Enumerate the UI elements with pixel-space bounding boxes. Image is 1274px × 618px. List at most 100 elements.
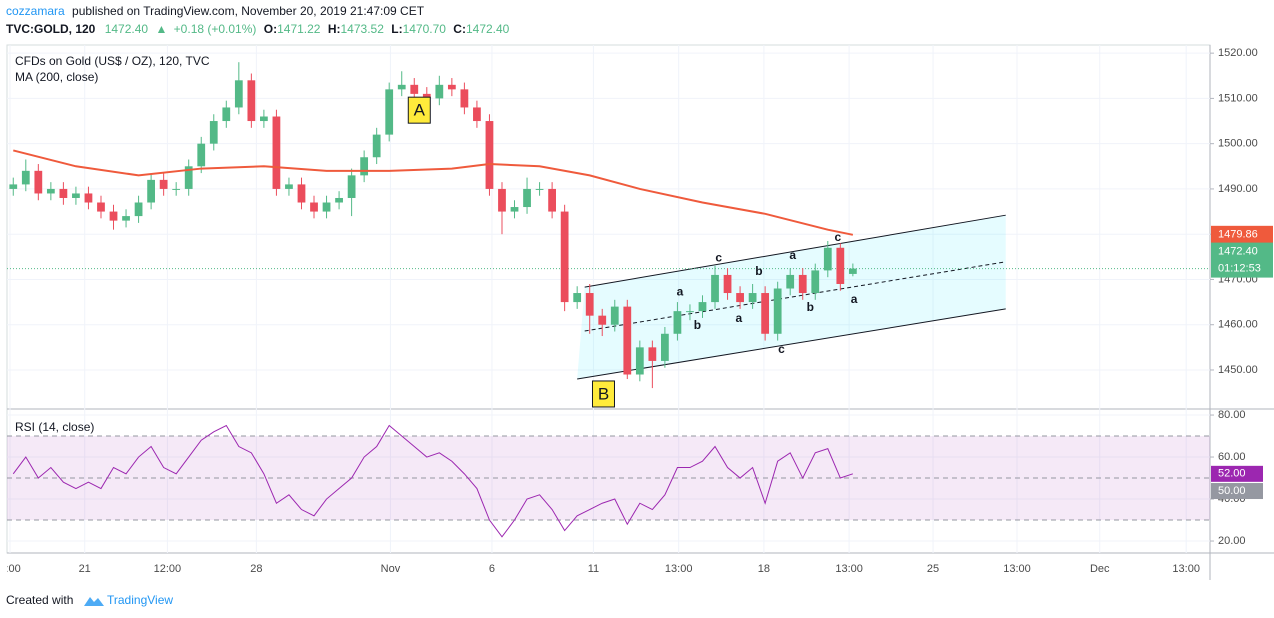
candle-body — [811, 270, 820, 294]
ohlc-label: C: — [453, 22, 466, 36]
y-tick-label: 1510.00 — [1218, 92, 1258, 104]
last: 1472.40 — [105, 22, 149, 36]
candle-body — [711, 274, 719, 303]
candle-body — [673, 311, 682, 334]
change: +0.18 (+0.01%) — [174, 22, 257, 36]
candle-body — [397, 84, 406, 90]
candle-body — [585, 293, 594, 316]
candle-body — [72, 193, 80, 198]
candle-body — [736, 293, 744, 303]
candle-body — [836, 247, 845, 284]
candle-body — [510, 207, 519, 212]
candle-body — [272, 116, 281, 189]
wave-label: c — [778, 342, 785, 356]
candle-body — [848, 268, 857, 274]
candle-body — [686, 311, 694, 313]
ohlc-value: 1470.70 — [403, 22, 447, 36]
publish-line: cozzamara published on TradingView.com, … — [6, 4, 425, 18]
candle-body — [535, 188, 544, 190]
candle-body — [661, 333, 669, 361]
author[interactable]: cozzamara — [6, 4, 65, 18]
symbol-line: TVC:GOLD, 120 1472.40 ▲ +0.18 (+0.01%) O… — [6, 22, 510, 36]
price-pane: a b c a b c a b c a A B — [7, 62, 1210, 408]
rsi-mid-label: 50.00 — [1218, 485, 1246, 497]
candle-body — [260, 116, 268, 122]
candle-body — [473, 107, 481, 122]
ma-last-box — [1211, 225, 1273, 244]
candle-body — [234, 80, 243, 108]
ohlc-value: 1473.52 — [341, 22, 385, 36]
candle-body — [560, 211, 569, 303]
x-tick-label: Dec — [1090, 563, 1110, 575]
rsi-pane — [7, 424, 1210, 538]
footer-brand[interactable]: TradingView — [107, 593, 173, 607]
x-tick-label: 6 — [489, 563, 495, 575]
y-tick-label: 1520.00 — [1218, 47, 1258, 59]
channel-line — [584, 261, 1006, 332]
marker-label: A — [414, 101, 426, 120]
ma-legend: MA (200, close) — [15, 70, 98, 84]
candle-body — [159, 179, 168, 189]
candle-body — [122, 216, 130, 221]
ohlc-value: 1471.22 — [277, 22, 321, 36]
candle-body — [34, 170, 43, 194]
candle-body — [134, 202, 143, 217]
candle-body — [109, 211, 118, 221]
rsi-last-label: 52.00 — [1218, 468, 1246, 480]
candle-body — [347, 175, 356, 198]
candle-body — [297, 184, 306, 203]
rsi-legend: RSI (14, close) — [15, 420, 94, 434]
x-tick-label: 13:00 — [835, 563, 863, 575]
candle-body — [385, 89, 394, 135]
candle-body — [59, 188, 68, 198]
wave-label: a — [677, 284, 684, 298]
candle-body — [410, 84, 419, 94]
grid — [7, 45, 1210, 553]
y-tick-label: 1460.00 — [1218, 319, 1258, 331]
ma-line — [13, 149, 854, 236]
candle-body — [635, 347, 644, 375]
candle-body — [9, 184, 18, 189]
wave-label: b — [755, 264, 762, 278]
channel-line — [584, 214, 1006, 288]
y-tick-label: 80.00 — [1218, 409, 1246, 421]
candle-body — [573, 293, 582, 303]
arrow: ▲ — [155, 22, 167, 36]
candle-body — [84, 193, 93, 203]
rsi-line — [12, 424, 854, 538]
candle-body — [698, 302, 707, 312]
candle-body — [422, 93, 431, 99]
candle-body — [523, 188, 531, 208]
x-tick-label: 13:00 — [1003, 563, 1031, 575]
ohlc-label: O: — [264, 22, 277, 36]
candle-body — [761, 293, 770, 334]
y-tick-label: 20.00 — [1218, 535, 1246, 547]
y-tick-label: 1500.00 — [1218, 138, 1258, 150]
candle-body — [723, 274, 732, 294]
wave-label: a — [789, 248, 796, 262]
y-tick-label: 1450.00 — [1218, 364, 1258, 376]
candle-body — [748, 293, 757, 303]
wave-label: b — [807, 300, 814, 314]
candle-body — [46, 188, 55, 194]
candle-body — [147, 179, 155, 203]
countdown: 01:12:53 — [1218, 262, 1261, 274]
wave-label: c — [715, 250, 722, 264]
candle-body — [222, 107, 231, 122]
pane-title: CFDs on Gold (US$ / OZ), 120, TVC — [15, 54, 210, 68]
wave-label: c — [834, 230, 841, 244]
candle-body — [184, 166, 193, 189]
x-tick-label: 13:00 — [1172, 563, 1200, 575]
candle-body — [648, 347, 657, 361]
x-tick-label: 11 — [588, 563, 599, 575]
ohlc-value: 1472.40 — [466, 22, 510, 36]
x-tick-label: 25 — [927, 563, 939, 575]
candle-body — [798, 274, 807, 294]
channel-line — [577, 308, 1006, 380]
x-tick-label: 12:00 — [154, 563, 182, 575]
candle-body — [447, 84, 456, 90]
candle-body — [786, 274, 795, 289]
x-tick-label: 13:00 — [665, 563, 693, 575]
x-tick-label: 0:00 — [0, 563, 21, 575]
candle-body — [97, 202, 105, 212]
